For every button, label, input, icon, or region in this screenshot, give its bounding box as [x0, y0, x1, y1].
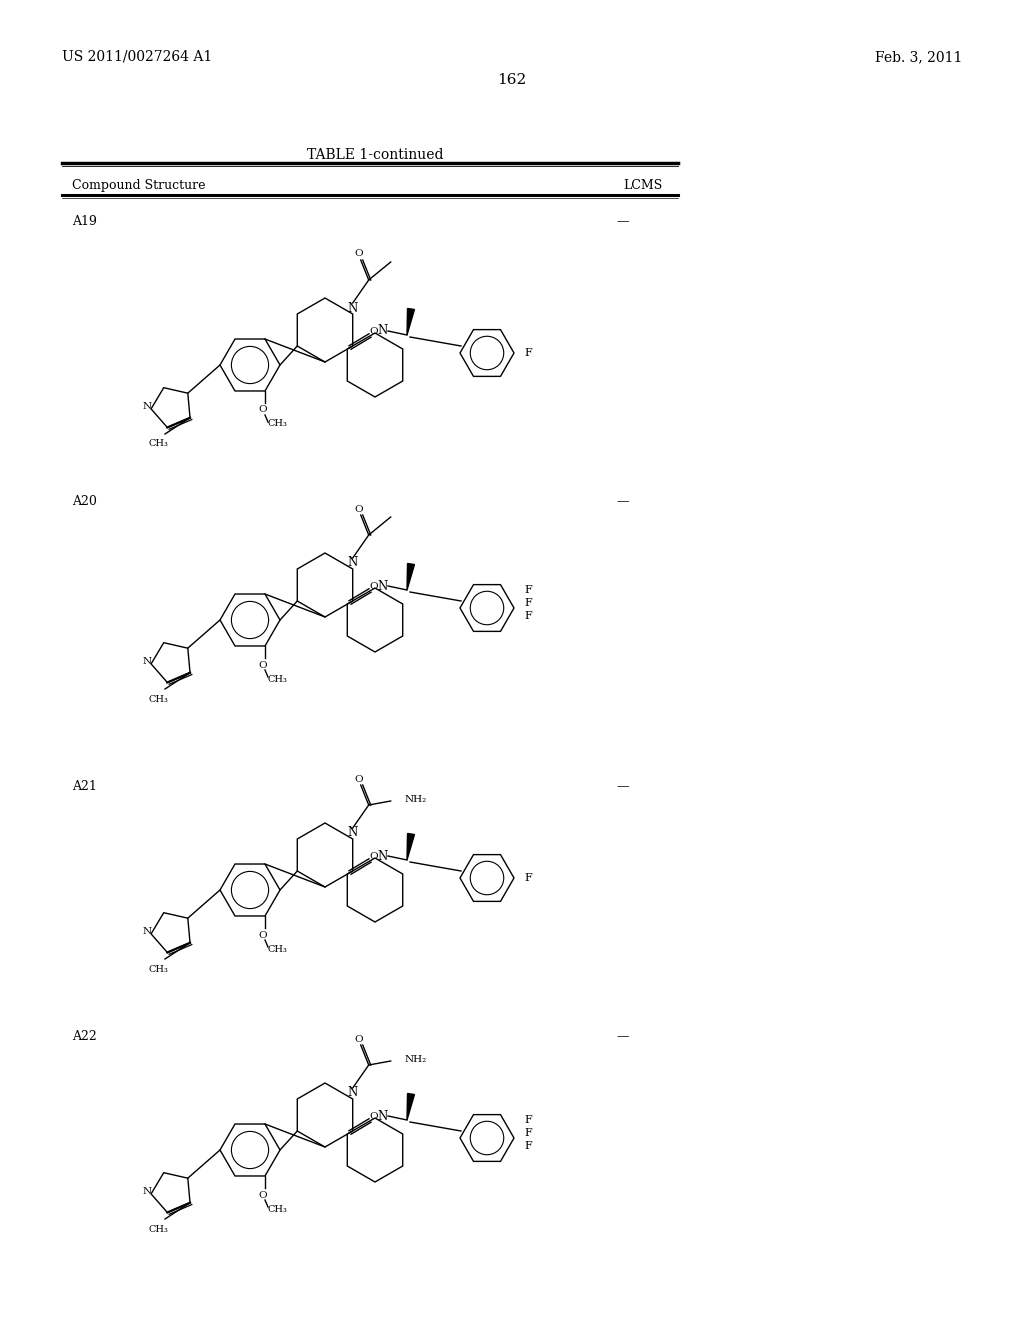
Text: O: O — [370, 1111, 378, 1121]
Text: O: O — [259, 1191, 267, 1200]
Text: F: F — [524, 1140, 531, 1151]
Text: F: F — [524, 585, 531, 595]
Text: F: F — [524, 873, 531, 883]
Text: O: O — [259, 405, 267, 414]
Text: —: — — [616, 780, 630, 793]
Text: N: N — [378, 850, 388, 862]
Text: F: F — [524, 611, 531, 620]
Text: Compound Structure: Compound Structure — [72, 180, 206, 191]
Text: N: N — [378, 325, 388, 338]
Text: LCMS: LCMS — [623, 180, 663, 191]
Text: O: O — [354, 775, 364, 784]
Text: CH₃: CH₃ — [267, 945, 287, 953]
Text: A19: A19 — [72, 215, 97, 228]
Text: O: O — [370, 327, 378, 337]
Text: N: N — [347, 557, 357, 569]
Text: N: N — [142, 928, 152, 936]
Text: O: O — [259, 931, 267, 940]
Text: N: N — [142, 657, 152, 667]
Text: US 2011/0027264 A1: US 2011/0027264 A1 — [62, 50, 212, 63]
Text: O: O — [370, 851, 378, 861]
Text: CH₃: CH₃ — [148, 694, 168, 704]
Text: O: O — [354, 504, 364, 513]
Text: N: N — [142, 1188, 152, 1196]
Text: O: O — [354, 1035, 364, 1044]
Text: Feb. 3, 2011: Feb. 3, 2011 — [874, 50, 962, 63]
Text: —: — — [616, 215, 630, 228]
Text: CH₃: CH₃ — [148, 440, 168, 449]
Text: O: O — [354, 249, 364, 259]
Text: NH₂: NH₂ — [404, 1055, 427, 1064]
Text: N: N — [378, 1110, 388, 1122]
Text: A22: A22 — [72, 1030, 96, 1043]
Text: A21: A21 — [72, 780, 97, 793]
Text: F: F — [524, 598, 531, 609]
Text: F: F — [524, 1115, 531, 1125]
Text: —: — — [616, 495, 630, 508]
Text: —: — — [616, 1030, 630, 1043]
Text: F: F — [524, 1129, 531, 1138]
Text: F: F — [524, 348, 531, 358]
Text: CH₃: CH₃ — [148, 965, 168, 974]
Text: CH₃: CH₃ — [148, 1225, 168, 1233]
Text: CH₃: CH₃ — [267, 1204, 287, 1213]
Text: TABLE 1-continued: TABLE 1-continued — [307, 148, 443, 162]
Text: N: N — [347, 826, 357, 840]
Text: N: N — [347, 1086, 357, 1100]
Text: N: N — [378, 579, 388, 593]
Text: N: N — [347, 301, 357, 314]
Polygon shape — [407, 833, 415, 861]
Polygon shape — [407, 309, 415, 335]
Text: O: O — [370, 582, 378, 591]
Text: N: N — [142, 403, 152, 412]
Text: NH₂: NH₂ — [404, 795, 427, 804]
Polygon shape — [407, 1093, 415, 1119]
Polygon shape — [407, 564, 415, 590]
Text: O: O — [259, 660, 267, 669]
Text: CH₃: CH₃ — [267, 675, 287, 684]
Text: A20: A20 — [72, 495, 97, 508]
Text: 162: 162 — [498, 73, 526, 87]
Text: CH₃: CH₃ — [267, 420, 287, 429]
